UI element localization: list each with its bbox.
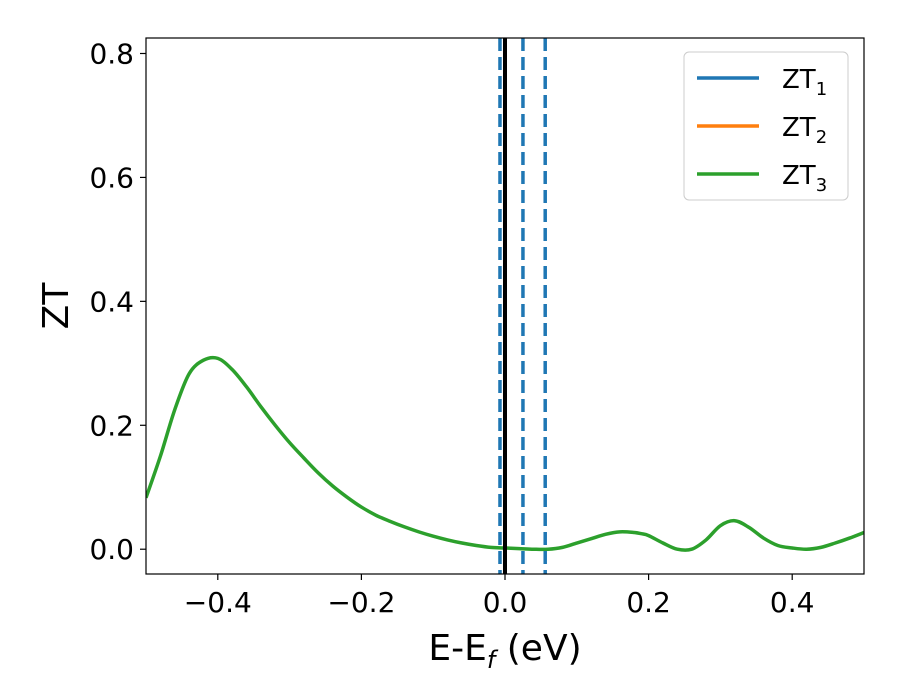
x-tick-label: −0.4	[184, 586, 252, 619]
x-tick-label: 0.4	[770, 586, 815, 619]
legend-box	[683, 51, 849, 201]
x-axis-label-unit: (eV)	[495, 628, 581, 669]
legend: ZT1 ZT2 ZT3	[683, 51, 849, 201]
legend-label-2: ZT2	[782, 113, 827, 148]
x-axis-label-main: E-E	[428, 628, 486, 669]
series-layer	[146, 355, 864, 552]
legend-label-1: ZT1	[782, 65, 827, 100]
x-axis-label: E-Ef (eV)	[428, 628, 581, 674]
series-line-1	[146, 355, 864, 552]
x-tick-label: 0.0	[483, 586, 528, 619]
y-ticks: 0.0 0.2 0.4 0.6 0.8	[89, 37, 146, 566]
y-axis-label: ZT	[36, 282, 77, 330]
x-tick-label: −0.2	[327, 586, 395, 619]
y-tick-label: 0.4	[89, 285, 134, 318]
x-tick-label: 0.2	[626, 586, 671, 619]
y-tick-label: 0.0	[89, 533, 134, 566]
vertical-lines	[498, 38, 547, 574]
y-tick-label: 0.6	[89, 161, 134, 194]
y-tick-label: 0.2	[89, 409, 134, 442]
x-ticks: −0.4 −0.2 0.0 0.2 0.4	[184, 574, 815, 619]
legend-label-3: ZT3	[782, 161, 827, 196]
y-tick-label: 0.8	[89, 37, 134, 70]
